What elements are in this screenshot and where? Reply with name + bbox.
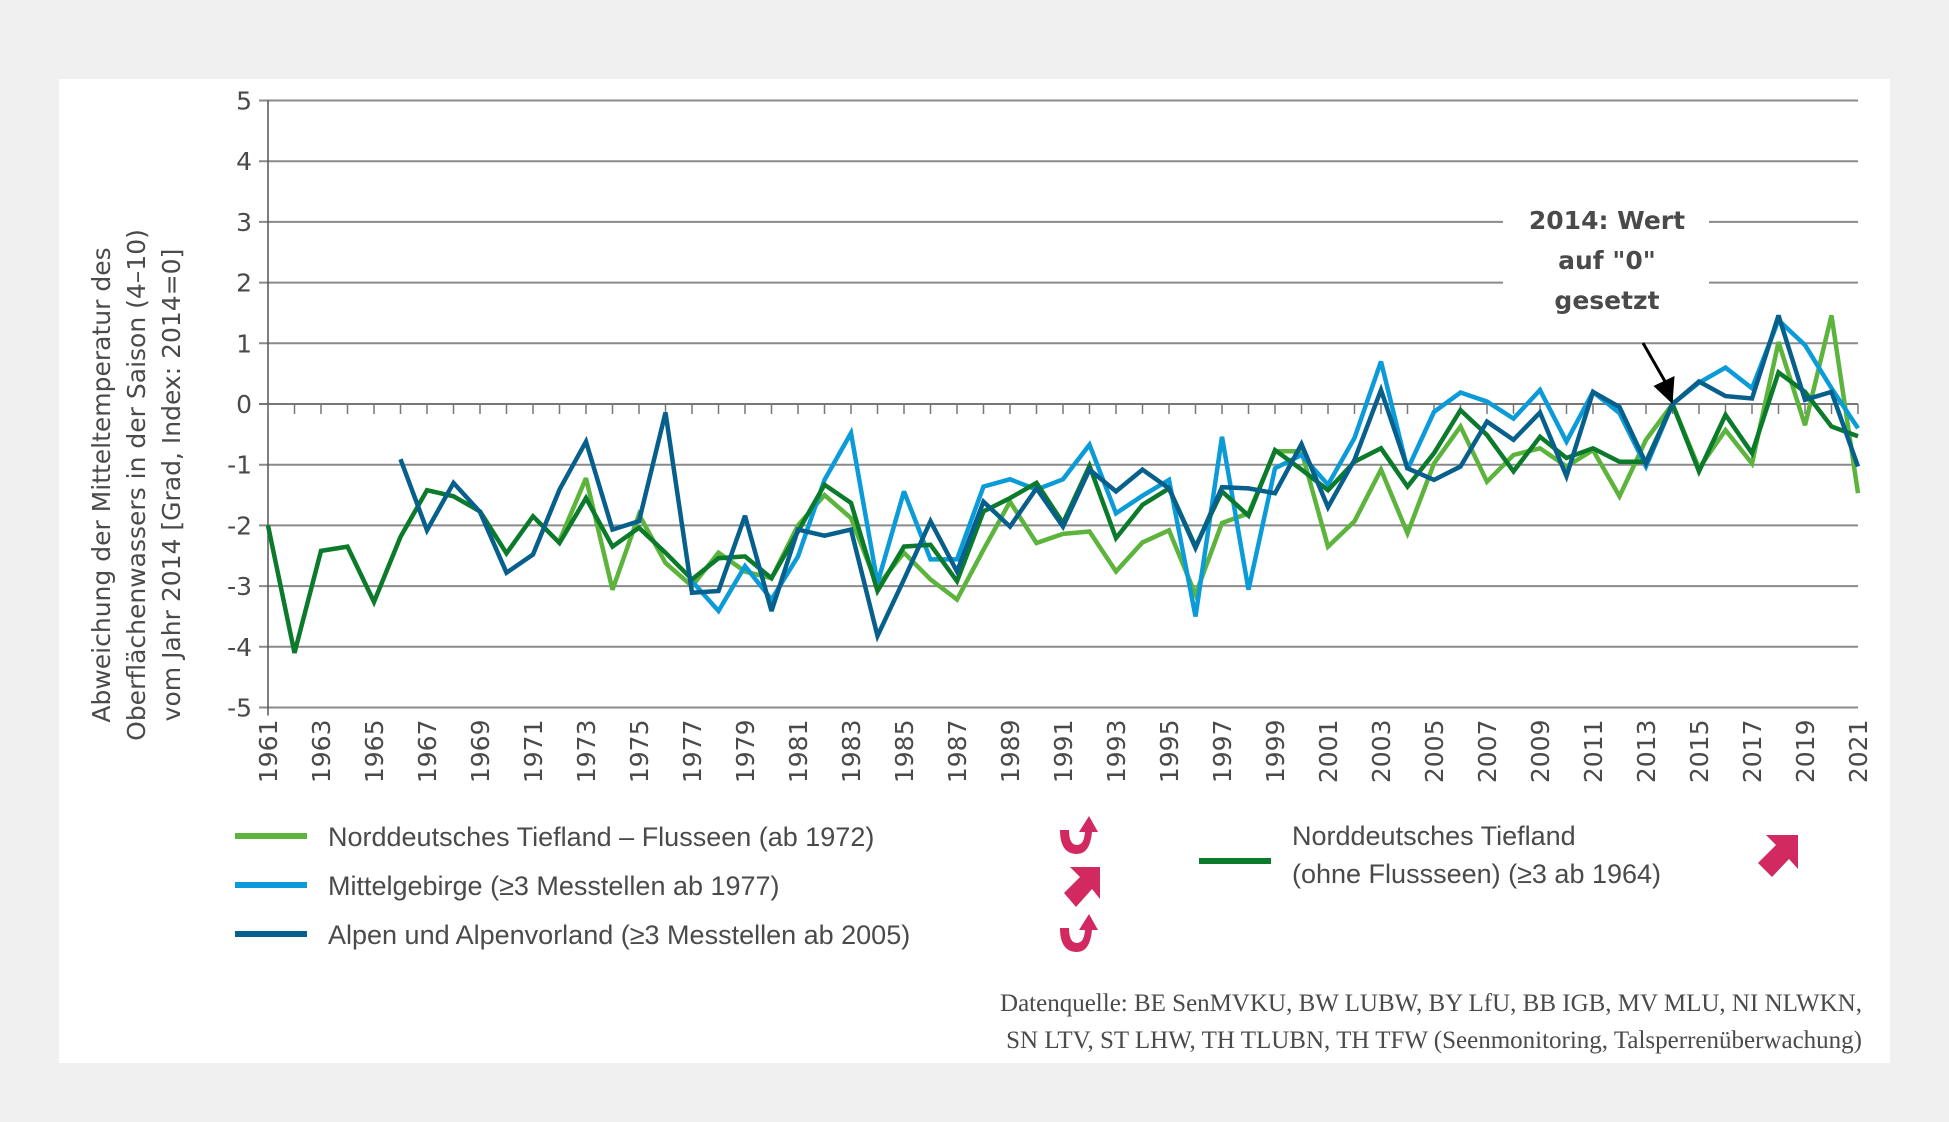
x-tick-label: 1993 — [1102, 720, 1131, 784]
annotation-text-line-1: 2014: Wert — [1529, 206, 1685, 235]
x-tick-label: 2007 — [1473, 720, 1502, 784]
diagonal-up-arrow-icon — [1758, 835, 1798, 877]
x-tick-label: 1977 — [678, 720, 707, 784]
y-tick-label: 3 — [236, 208, 252, 237]
y-axis-label-line-3: vom Jahr 2014 [Grad, Index: 2014=0] — [157, 249, 186, 722]
u-turn-up-arrow-icon — [1060, 816, 1098, 854]
legend-swatch-mittelgebirge — [235, 882, 307, 888]
legend-label-tiefland-line-2: (ohne Flussseen) (≥3 ab 1964) — [1292, 859, 1662, 889]
legend-item-mittelgebirge: Mittelgebirge (≥3 Messtellen ab 1977) — [235, 867, 780, 905]
x-tick-label: 2021 — [1844, 720, 1873, 784]
y-tick-label: 2 — [236, 269, 252, 298]
x-tick-label: 1989 — [996, 720, 1025, 784]
line-chart: Abweichung der Mitteltemperatur des Ober… — [87, 87, 1873, 784]
x-tick-label: 2001 — [1314, 720, 1343, 784]
x-tick-label: 1973 — [572, 720, 601, 784]
series-line-2 — [398, 314, 1861, 643]
data-source-note: Datenquelle: BE SenMVKU, BW LUBW, BY LfU… — [1000, 985, 1862, 1059]
legend-label-flusseen: Norddeutsches Tiefland – Flusseen (ab 19… — [328, 822, 875, 852]
y-axis-label-line-2: Oberflächenwassers in der Saison (4–10) — [122, 229, 151, 741]
legend-swatch-tiefland — [1199, 858, 1271, 864]
x-tick-label: 1985 — [890, 720, 919, 784]
y-tick-label: -1 — [227, 451, 252, 480]
y-tick-label: -3 — [227, 572, 252, 601]
data-source-line-1: Datenquelle: BE SenMVKU, BW LUBW, BY LfU… — [1000, 990, 1862, 1017]
y-tick-label: -4 — [227, 633, 252, 662]
y-tick-label: 0 — [236, 390, 252, 419]
legend-swatch-alpen — [235, 931, 307, 937]
legend-item-tiefland-ohne-flussseen: Norddeutsches Tiefland (ohne Flussseen) … — [1199, 821, 1661, 893]
x-tick-label: 2009 — [1526, 720, 1555, 784]
x-tick-label: 1987 — [943, 720, 972, 784]
x-tick-label: 1965 — [360, 720, 389, 784]
x-tick-label: 2015 — [1685, 720, 1714, 784]
series-lines — [265, 314, 1861, 654]
legend-swatch-flusseen — [235, 833, 307, 839]
x-tick-label: 2017 — [1738, 720, 1767, 784]
x-tick-label: 1961 — [254, 720, 283, 784]
x-axis: 1961 1963 1965 1967 1969 1971 1973 1975 1977 1979… — [254, 100, 1873, 784]
chart-panel: Abweichung der Mitteltemperatur des Ober… — [59, 79, 1890, 1063]
x-tick-label: 2003 — [1367, 720, 1396, 784]
y-tick-label: -5 — [227, 694, 252, 723]
legend-label-alpen: Alpen und Alpenvorland (≥3 Messtellen ab… — [328, 920, 911, 950]
x-tick-label: 1969 — [466, 720, 495, 784]
legend-item-flusseen: Norddeutsches Tiefland – Flusseen (ab 19… — [235, 818, 874, 856]
y-axis-label-line-1: Abweichung der Mitteltemperatur des — [87, 247, 116, 722]
x-tick-label: 2013 — [1632, 720, 1661, 784]
y-axis-label: Abweichung der Mitteltemperatur des Ober… — [87, 229, 186, 741]
annotation-2014: 2014: Wert auf "0" gesetzt — [1503, 201, 1709, 404]
x-tick-label: 1999 — [1261, 720, 1290, 784]
y-tick-label: -2 — [227, 511, 252, 540]
annotation-text-line-2: auf "0" — [1558, 246, 1656, 275]
annotation-arrow-head — [1653, 376, 1675, 404]
y-tick-label: 1 — [236, 329, 252, 358]
data-source-line-2: SN LTV, ST LHW, TH TLUBN, TH TFW (Seenmo… — [1006, 1027, 1862, 1054]
x-tick-label: 1975 — [625, 720, 654, 784]
x-tick-label: 1979 — [731, 720, 760, 784]
diagonal-up-arrow-icon — [1064, 867, 1100, 907]
x-tick-label: 1981 — [784, 720, 813, 784]
x-tick-label: 1983 — [837, 720, 866, 784]
y-tick-label: 4 — [236, 147, 252, 176]
series-line-1 — [690, 316, 1860, 617]
x-tick-label: 1991 — [1049, 720, 1078, 784]
y-tick-labels: 5 4 3 2 1 0 -1 -2 -3 -4 -5 — [227, 87, 252, 723]
legend-label-tiefland-line-1: Norddeutsches Tiefland — [1292, 821, 1576, 851]
x-tick-label: 2011 — [1579, 720, 1608, 784]
x-tick-label: 1997 — [1208, 720, 1237, 784]
y-tick-label: 5 — [236, 87, 252, 116]
legend-label-mittelgebirge: Mittelgebirge (≥3 Messtellen ab 1977) — [328, 871, 780, 901]
x-tick-label: 2005 — [1420, 720, 1449, 784]
annotation-background — [1503, 201, 1709, 321]
legend-label-tiefland: Norddeutsches Tiefland (ohne Flussseen) … — [1292, 817, 1661, 893]
x-tick-label: 1971 — [519, 720, 548, 784]
annotation-text-line-3: gesetzt — [1554, 286, 1659, 315]
x-tick-label: 2019 — [1791, 720, 1820, 784]
u-turn-up-arrow-icon — [1060, 914, 1098, 952]
x-tick-label: 1967 — [413, 720, 442, 784]
annotation-arrow-line — [1641, 342, 1668, 385]
x-tick-label: 1963 — [307, 720, 336, 784]
x-tick-label: 1995 — [1155, 720, 1184, 784]
legend-item-alpen: Alpen und Alpenvorland (≥3 Messtellen ab… — [235, 916, 910, 954]
